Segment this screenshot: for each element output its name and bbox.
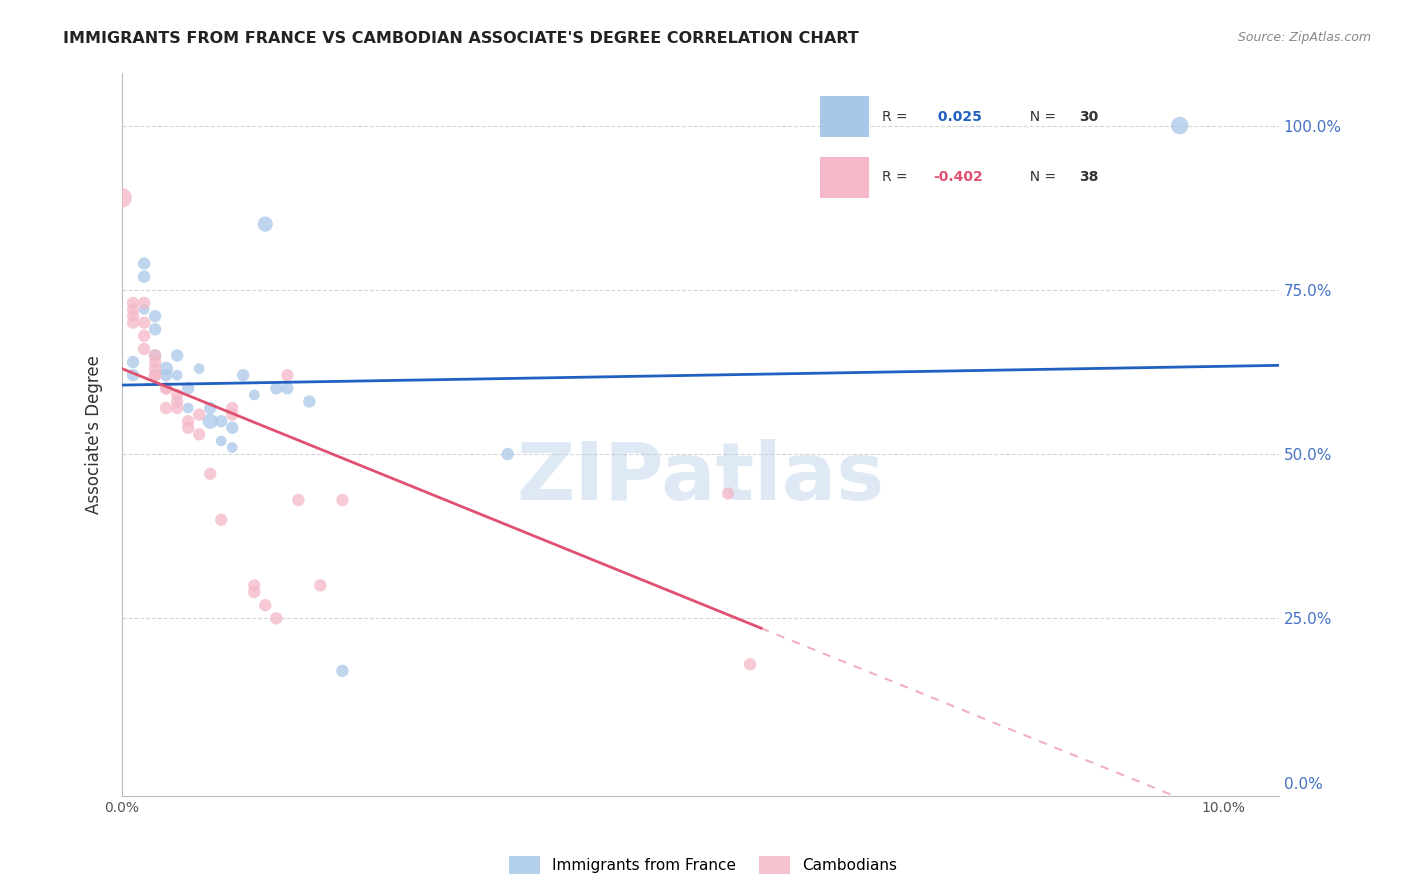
Point (243, 388, 266, 402)
Point (143, 309, 166, 323)
Point (132, 296, 155, 310)
Point (155, 381, 177, 395)
Point (276, 368, 298, 383)
Point (287, 493, 309, 508)
Point (132, 316, 155, 330)
Point (132, 302, 155, 317)
Point (166, 368, 188, 383)
Point (276, 381, 298, 395)
Text: ZIPatlas: ZIPatlas (516, 439, 884, 516)
Point (738, 657, 761, 672)
Point (155, 368, 177, 383)
Point (122, 368, 145, 383)
Point (143, 368, 166, 383)
Point (254, 598, 277, 612)
Point (209, 513, 232, 527)
Text: IMMIGRANTS FROM FRANCE VS CAMBODIAN ASSOCIATE'S DEGREE CORRELATION CHART: IMMIGRANTS FROM FRANCE VS CAMBODIAN ASSO… (63, 31, 859, 46)
Point (332, 493, 354, 508)
Point (132, 342, 155, 356)
Y-axis label: Associate's Degree: Associate's Degree (86, 355, 103, 514)
Point (111, 191, 134, 205)
Point (188, 408, 211, 422)
Point (143, 368, 166, 383)
Point (496, 447, 519, 461)
Point (188, 427, 211, 442)
Point (1168, 119, 1191, 133)
Point (132, 256, 155, 270)
Point (132, 328, 155, 343)
Point (266, 611, 288, 625)
Point (122, 296, 145, 310)
Point (243, 585, 266, 599)
Point (221, 401, 243, 415)
Point (221, 441, 243, 455)
Point (177, 421, 200, 435)
Point (266, 381, 288, 395)
Point (209, 414, 232, 428)
Point (198, 401, 221, 415)
Point (188, 361, 211, 376)
Point (122, 355, 145, 369)
Point (254, 217, 277, 231)
Text: Source: ZipAtlas.com: Source: ZipAtlas.com (1237, 31, 1371, 45)
Point (143, 349, 166, 363)
Point (155, 361, 177, 376)
Point (166, 394, 188, 409)
Point (132, 269, 155, 284)
Point (143, 349, 166, 363)
Point (221, 421, 243, 435)
Point (177, 414, 200, 428)
Point (177, 381, 200, 395)
Point (122, 309, 145, 323)
Point (155, 401, 177, 415)
Point (143, 355, 166, 369)
Point (298, 394, 321, 409)
Point (209, 434, 232, 448)
Point (177, 401, 200, 415)
Point (198, 467, 221, 481)
Point (166, 349, 188, 363)
Point (166, 388, 188, 402)
Point (155, 381, 177, 395)
Point (332, 664, 354, 678)
Point (166, 401, 188, 415)
Point (243, 578, 266, 592)
Point (122, 316, 145, 330)
Point (309, 578, 332, 592)
Point (143, 361, 166, 376)
Point (198, 414, 221, 428)
Point (717, 486, 740, 500)
Point (232, 368, 254, 383)
Point (221, 408, 243, 422)
Legend: Immigrants from France, Cambodians: Immigrants from France, Cambodians (503, 850, 903, 880)
Point (143, 322, 166, 336)
Point (122, 302, 145, 317)
